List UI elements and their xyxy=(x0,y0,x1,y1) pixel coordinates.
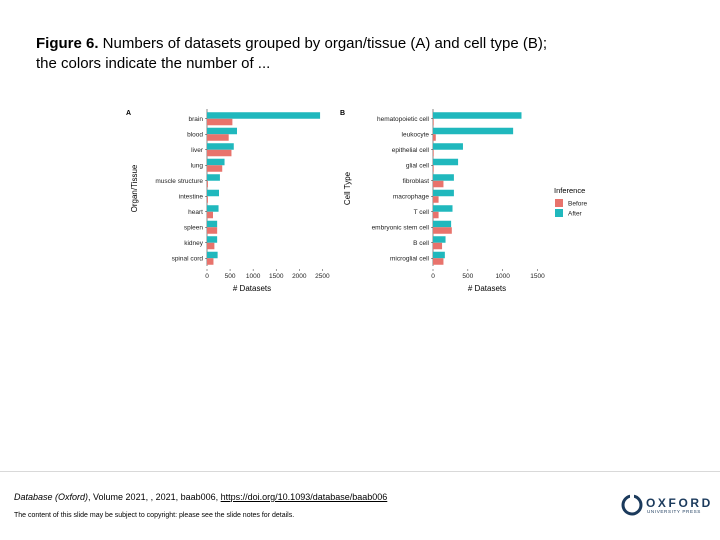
bar-after-b-9 xyxy=(433,251,445,259)
category-label: brain xyxy=(189,116,204,123)
bar-after-a-3 xyxy=(207,158,225,166)
x-tick-label: 0 xyxy=(205,273,209,280)
bar-after-a-4 xyxy=(207,174,220,181)
category-label: kidney xyxy=(184,240,204,247)
bar-before-a-8 xyxy=(207,242,215,250)
bar-before-a-3 xyxy=(207,165,223,172)
bar-after-b-5 xyxy=(433,189,454,197)
x-tick-label: 0 xyxy=(431,273,435,280)
category-label: T cell xyxy=(414,209,430,216)
bar-before-a-6 xyxy=(207,211,213,219)
bar-after-b-7 xyxy=(433,220,452,228)
bar-before-b-6 xyxy=(433,211,439,219)
category-label: macrophage xyxy=(393,194,430,201)
panel-letter-B: B xyxy=(340,110,345,117)
bar-after-a-5 xyxy=(207,189,219,197)
category-label: glial cell xyxy=(406,163,430,170)
category-label: hematopoietic cell xyxy=(377,116,430,123)
bar-before-a-2 xyxy=(207,149,232,157)
caption-label: Figure 6. xyxy=(36,35,99,52)
bar-before-b-0 xyxy=(433,118,434,126)
figure-caption: Figure 6. Numbers of datasets grouped by… xyxy=(36,34,556,74)
caption-text: Numbers of datasets grouped by organ/tis… xyxy=(36,35,548,72)
bar-after-b-4 xyxy=(433,174,454,181)
panel-letter-A: A xyxy=(126,110,131,117)
bar-after-b-0 xyxy=(433,112,522,119)
category-label: spinal cord xyxy=(172,256,204,263)
category-label: fibroblast xyxy=(403,178,430,185)
x-tick-label: 1500 xyxy=(530,273,545,280)
x-axis-title: # Datasets xyxy=(468,284,506,293)
copyright-notice: The content of this slide may be subject… xyxy=(14,512,295,519)
bar-after-a-6 xyxy=(207,205,219,212)
doi-link[interactable]: https://doi.org/10.1093/database/baab006 xyxy=(220,492,388,502)
x-tick-label: 1000 xyxy=(495,273,510,280)
x-tick-label: 2500 xyxy=(315,273,330,280)
bar-after-a-2 xyxy=(207,143,234,150)
category-label: heart xyxy=(188,209,203,216)
bar-before-b-7 xyxy=(433,227,452,234)
category-label: microglial cell xyxy=(390,256,430,263)
citation: Database (Oxford), Volume 2021, , 2021, … xyxy=(14,492,387,502)
bar-after-b-3 xyxy=(433,158,459,166)
legend-title: Inference xyxy=(554,186,585,195)
bar-before-b-2 xyxy=(433,149,434,157)
bar-after-b-2 xyxy=(433,143,463,150)
bar-after-a-9 xyxy=(207,251,218,259)
citation-journal: Database (Oxford) xyxy=(14,492,89,502)
y-axis-title: Cell Type xyxy=(343,171,352,205)
x-tick-label: 1500 xyxy=(269,273,284,280)
category-label: blood xyxy=(187,132,203,139)
bar-after-b-1 xyxy=(433,127,514,135)
x-tick-label: 2000 xyxy=(292,273,307,280)
bar-after-b-8 xyxy=(433,236,446,243)
bar-after-a-8 xyxy=(207,236,218,243)
bar-after-a-0 xyxy=(207,112,321,119)
citation-details: , Volume 2021, , 2021, baab006, xyxy=(88,492,221,502)
category-label: muscle structure xyxy=(155,178,203,185)
bar-before-b-5 xyxy=(433,196,439,203)
oxford-logo: OXFORD UNIVERSITY PRESS xyxy=(621,494,711,518)
bar-after-b-6 xyxy=(433,205,453,212)
category-label: intestine xyxy=(179,194,204,201)
bar-before-b-9 xyxy=(433,258,444,265)
category-label: spleen xyxy=(184,225,204,232)
category-label: embryonic stem cell xyxy=(372,225,430,232)
bar-before-a-5 xyxy=(207,196,208,203)
bar-after-a-1 xyxy=(207,127,237,135)
category-label: liver xyxy=(191,147,204,154)
category-label: epithelial cell xyxy=(392,147,430,154)
bar-before-a-4 xyxy=(207,180,208,188)
footer-divider xyxy=(0,471,720,472)
bar-before-b-8 xyxy=(433,242,443,250)
bar-before-a-1 xyxy=(207,134,229,141)
bar-after-a-7 xyxy=(207,220,218,228)
bar-before-b-4 xyxy=(433,180,444,188)
x-tick-label: 500 xyxy=(225,273,236,280)
bar-before-b-1 xyxy=(433,134,436,141)
category-label: leukocyte xyxy=(402,132,430,139)
category-label: B cell xyxy=(413,240,429,247)
bar-before-a-0 xyxy=(207,118,233,126)
x-tick-label: 500 xyxy=(462,273,473,280)
legend-swatch-after xyxy=(555,209,563,217)
legend-label-after: After xyxy=(568,211,583,218)
category-label: lung xyxy=(191,163,204,170)
bar-before-a-7 xyxy=(207,227,218,234)
logo-subtitle: UNIVERSITY PRESS xyxy=(647,509,701,514)
oxford-emblem-icon xyxy=(621,494,643,516)
legend-swatch-before xyxy=(555,199,563,207)
y-axis-title: Organ/Tissue xyxy=(130,164,139,212)
bar-before-b-3 xyxy=(433,165,434,172)
legend-label-before: Before xyxy=(568,201,588,208)
bar-before-a-9 xyxy=(207,258,214,265)
x-axis-title: # Datasets xyxy=(233,284,271,293)
logo-wordmark: OXFORD xyxy=(646,496,713,510)
x-tick-label: 1000 xyxy=(246,273,261,280)
